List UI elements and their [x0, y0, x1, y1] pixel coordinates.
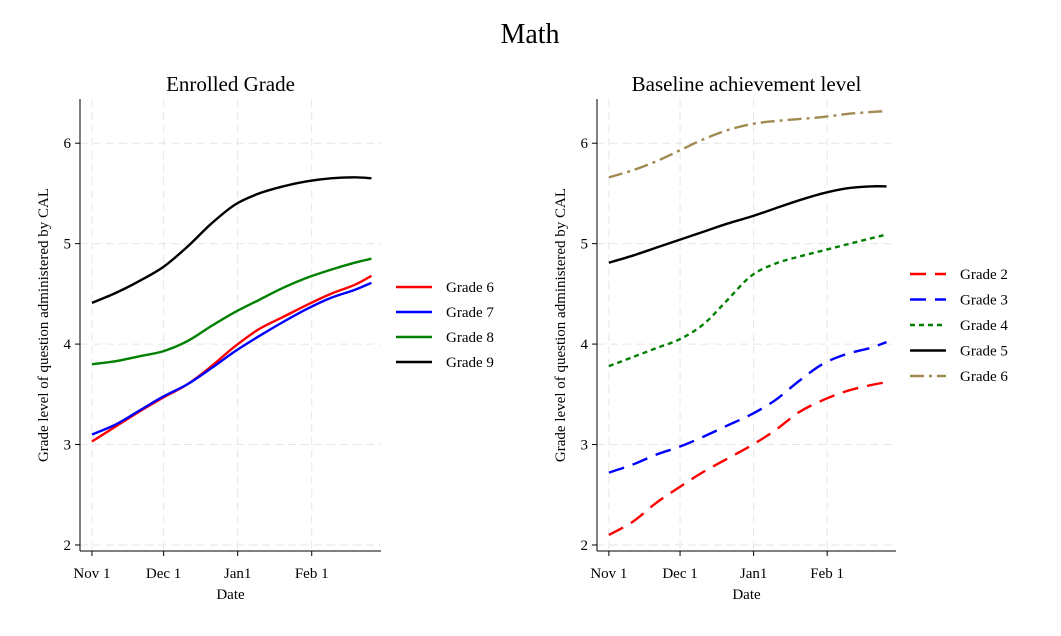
- legend-label-grade-8: Grade 8: [446, 330, 494, 346]
- y-tick-label: 3: [581, 438, 589, 454]
- series-line-grade-2: [608, 381, 887, 536]
- series-line-grade-8: [91, 257, 372, 366]
- legend-label-grade-7: Grade 7: [446, 305, 494, 321]
- x-tick-label: Dec 1: [146, 566, 181, 582]
- x-tick-label: Jan1: [224, 566, 252, 582]
- legend-label-grade-6: Grade 6: [446, 280, 494, 296]
- y-tick-label: 4: [64, 337, 72, 353]
- x-tick-label: Nov 1: [73, 566, 110, 582]
- series-line-grade-9: [91, 176, 372, 305]
- y-tick-label: 2: [581, 538, 589, 554]
- legend-label-grade-9: Grade 9: [446, 355, 494, 371]
- y-tick-label: 4: [581, 337, 589, 353]
- legend-label-grade-4: Grade 4: [960, 318, 1008, 334]
- x-axis-title: Date: [732, 587, 761, 603]
- y-tick-label: 3: [64, 438, 72, 454]
- panel-enrolled-grade: Enrolled Grade 2 3 4 5 6 Nov 1 Dec 1 Jan1 Feb 1 Da…: [36, 72, 494, 603]
- y-tick-label: 5: [64, 237, 72, 253]
- series-line-grade-6: [608, 109, 887, 179]
- y-tick-label: 5: [581, 237, 589, 253]
- legend-label-grade-6: Grade 6: [960, 369, 1008, 385]
- y-axis-title: Grade level of question administered by …: [553, 188, 569, 462]
- panel-baseline-achievement: Baseline achievement level 2 3 4 5 6 Nov 1 Dec …: [553, 72, 1008, 603]
- x-tick-label: Jan1: [740, 566, 768, 582]
- y-tick-label: 2: [64, 538, 72, 554]
- y-tick-label: 6: [581, 136, 589, 152]
- x-tick-label: Dec 1: [662, 566, 697, 582]
- x-tick-label: Feb 1: [810, 566, 844, 582]
- y-axis-title: Grade level of question administered by …: [36, 188, 52, 462]
- series-line-grade-6: [91, 274, 373, 443]
- legend-label-grade-5: Grade 5: [960, 344, 1008, 360]
- series-line-grade-4: [608, 233, 887, 368]
- panel-title: Enrolled Grade: [166, 72, 295, 96]
- legend-label-grade-2: Grade 2: [960, 267, 1008, 283]
- series-line-grade-3: [608, 340, 887, 474]
- y-tick-label: 6: [64, 136, 72, 152]
- series-line-grade-5: [608, 185, 887, 264]
- x-tick-label: Feb 1: [295, 566, 329, 582]
- x-axis-title: Date: [216, 587, 245, 603]
- legend-label-grade-3: Grade 3: [960, 293, 1008, 309]
- x-tick-label: Nov 1: [590, 566, 627, 582]
- panel-title: Baseline achievement level: [632, 72, 862, 96]
- figure-title: Math: [500, 19, 559, 50]
- series-line-grade-7: [91, 281, 372, 436]
